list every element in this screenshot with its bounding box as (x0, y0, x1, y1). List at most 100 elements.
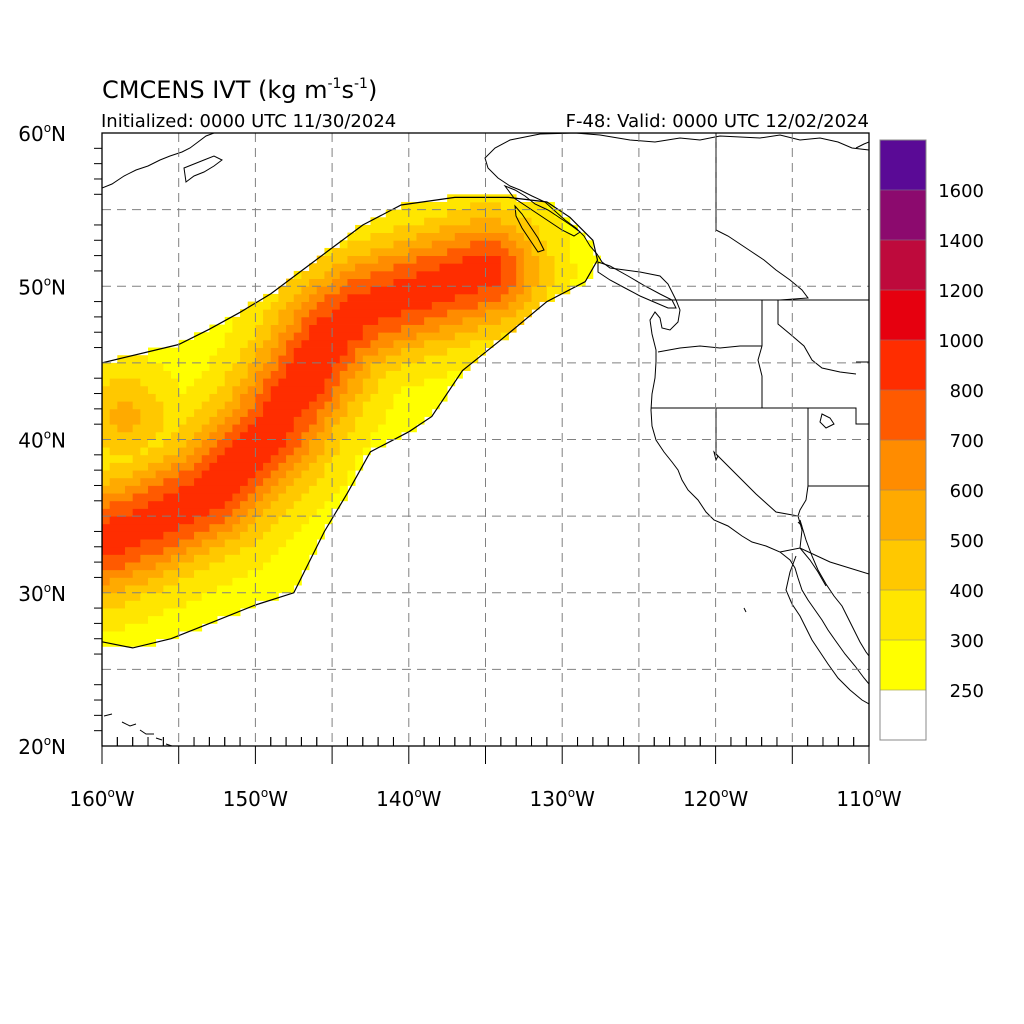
ivt-cell (148, 447, 180, 456)
ivt-cell (232, 493, 249, 502)
ivt-cell (301, 301, 318, 310)
ivt-cell (102, 370, 172, 379)
ivt-cell (347, 339, 371, 348)
ivt-cell (355, 416, 387, 425)
ivt-cell (109, 577, 149, 586)
ivt-cell (523, 232, 540, 241)
ivt-cell (263, 401, 310, 410)
ivt-cell (378, 378, 425, 387)
ivt-cell (301, 493, 333, 502)
ivt-cell (263, 408, 302, 417)
ivt-cell (301, 270, 325, 279)
ivt-cell (431, 240, 471, 249)
ivt-cell (286, 439, 302, 448)
ivt-cell (209, 523, 233, 532)
ivt-cell (194, 408, 218, 417)
ivt-cell (102, 623, 126, 632)
ivt-cell (301, 324, 310, 333)
ivt-cell (102, 439, 149, 448)
ivt-cell (194, 332, 226, 341)
ivt-cell (332, 424, 356, 433)
ivt-cell (232, 324, 256, 333)
ivt-cell (102, 393, 157, 402)
ivt-cell (240, 378, 256, 387)
ivt-cell (163, 493, 233, 502)
ivt-cell (270, 370, 287, 379)
ivt-cell (339, 485, 348, 494)
ivt-cell (117, 424, 134, 433)
ivt-cell (370, 362, 402, 371)
ivt-cell (301, 339, 348, 348)
ivt-cell (224, 332, 256, 341)
ivt-cell (408, 247, 448, 256)
ivt-cell (339, 401, 348, 410)
ivt-colorbar: 250 300 400 500 600 700 800 1000 1200 1400 1600 (879, 139, 984, 741)
ivt-cell (278, 362, 287, 371)
ivt-cell (255, 500, 272, 509)
ivt-cell (324, 462, 356, 471)
ivt-cell (500, 255, 517, 264)
ivt-cell (102, 523, 180, 532)
ivt-cell (309, 516, 333, 525)
ivt-cell (301, 523, 325, 532)
ivt-cell (278, 462, 295, 471)
ivt-cell (439, 224, 517, 234)
ivt-cell (240, 401, 256, 410)
ivt-cell (209, 562, 264, 571)
ivt-cell (270, 385, 325, 394)
ivt-cell (554, 263, 578, 272)
ivt-cell (132, 493, 164, 502)
small-islands-a (855, 141, 869, 149)
bc-alaska-panhandle-border (715, 229, 809, 301)
ivt-cell (370, 247, 410, 256)
ivt-cell (217, 424, 233, 433)
ivt-cell (286, 362, 333, 371)
ivt-cell (255, 347, 272, 356)
ivt-cell (539, 270, 555, 279)
ivt-cell (347, 477, 356, 486)
ivt-cell (293, 462, 310, 471)
ivt-cell (401, 309, 448, 318)
ivt-cell (347, 278, 394, 287)
ivt-cell (224, 447, 279, 456)
ivt-cell (102, 508, 134, 517)
ivt-cell (454, 332, 502, 341)
ivt-cell (263, 462, 279, 471)
ivt-cell (178, 447, 195, 456)
ivt-cell (140, 477, 164, 486)
ivt-cell (378, 255, 417, 264)
ivt-cell (309, 485, 341, 494)
ivt-cell (339, 270, 371, 279)
ivt-cell (163, 608, 241, 617)
ivt-cell (102, 546, 126, 555)
ivt-cell (286, 278, 310, 287)
ivt-cell (316, 301, 341, 310)
ivt-cell (102, 562, 126, 571)
ivt-cell (293, 424, 310, 433)
ivt-cell (109, 447, 141, 456)
ivt-cell (339, 370, 356, 379)
ivt-cell (270, 355, 279, 364)
ivt-cell (523, 247, 532, 256)
ivt-cell (347, 470, 356, 479)
ivt-cell (516, 255, 525, 264)
ivt-cell (102, 600, 126, 609)
ivt-cell (178, 562, 210, 571)
ivt-cell (362, 378, 379, 387)
ivt-cell (232, 523, 249, 532)
ivt-cell (102, 416, 111, 425)
ivt-cell (370, 232, 417, 241)
ivt-cell (447, 309, 486, 318)
ivt-cell (562, 224, 578, 234)
ivt-cell (416, 232, 456, 241)
ivt-cell (240, 416, 256, 425)
ivt-cell (240, 500, 256, 509)
ivt-cell (240, 355, 256, 364)
ivt-cell (370, 270, 417, 279)
ivt-cell (270, 523, 302, 532)
ivt-cell (125, 485, 149, 494)
ivt-cell (332, 370, 341, 379)
ivt-cell (362, 332, 379, 341)
ivt-cell (102, 585, 126, 594)
ivt-cell (125, 585, 164, 594)
